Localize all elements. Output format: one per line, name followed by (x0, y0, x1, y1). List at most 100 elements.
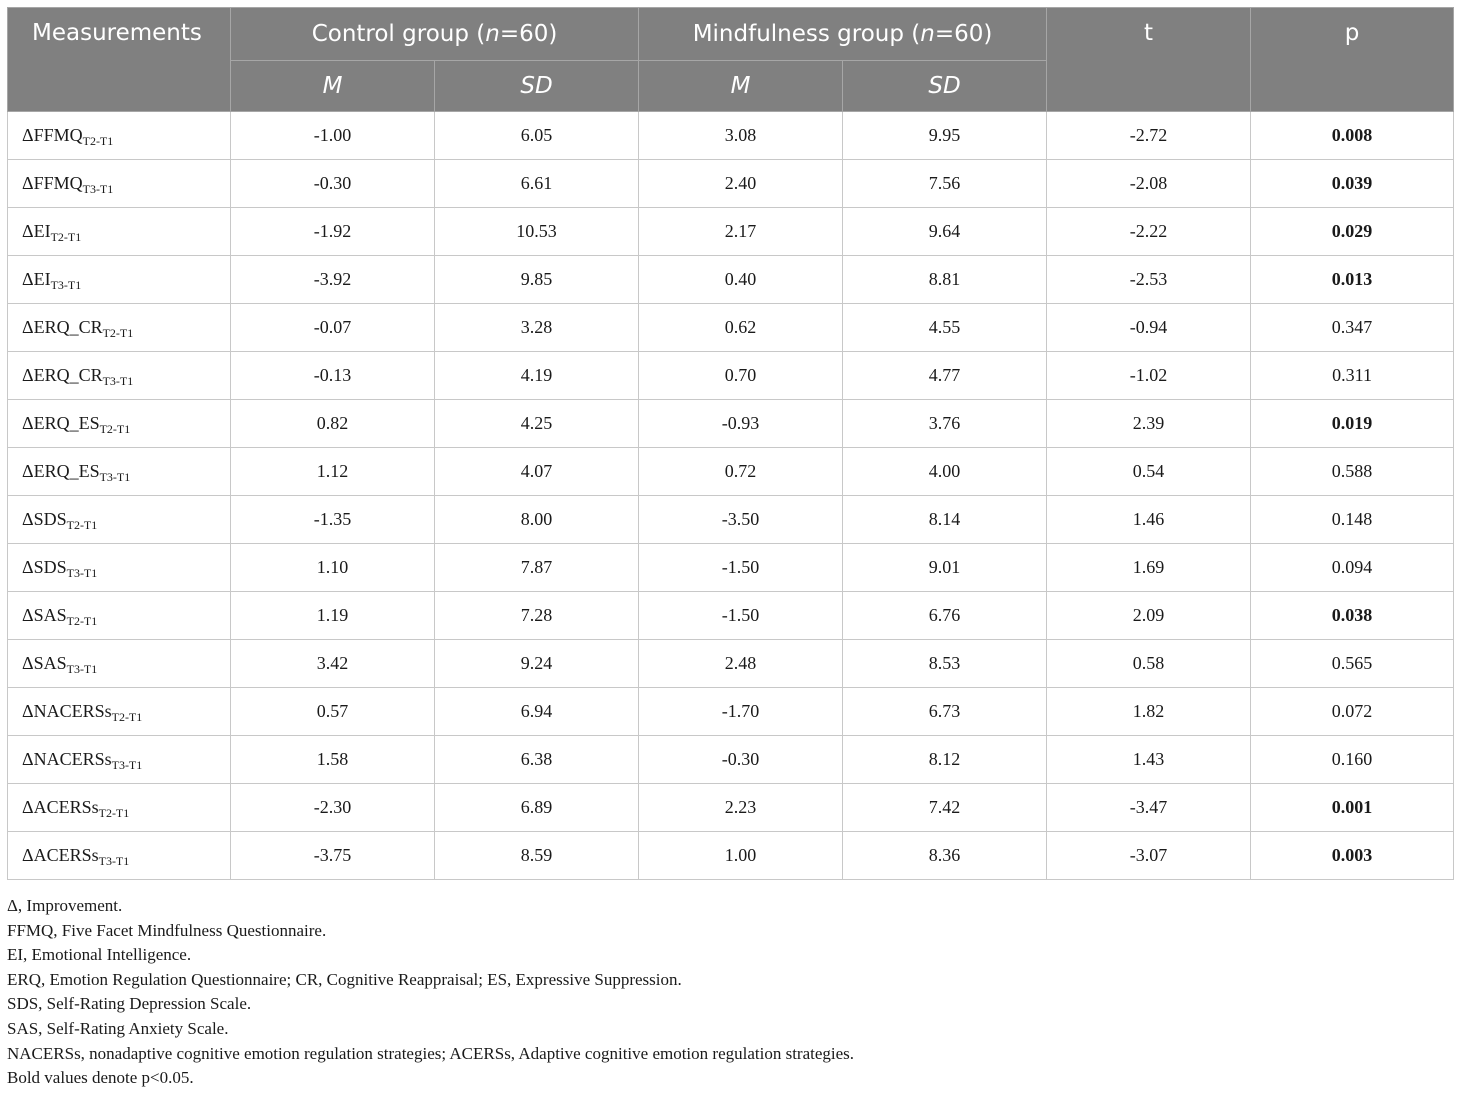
cell-measurement: ΔSAST2-T1 (7, 591, 231, 640)
footnote: NACERSs, nonadaptive cognitive emotion r… (7, 1043, 855, 1063)
cell-mindfulness-sd: 3.76 (842, 399, 1048, 448)
cell-t: 2.39 (1046, 399, 1252, 448)
cell-measurement: ΔERQ_CRT3-T1 (7, 351, 231, 400)
cell-mindfulness-sd: 8.12 (842, 735, 1048, 784)
cell-mindfulness-sd: 8.53 (842, 639, 1048, 688)
table-row: ΔSDST2-T1 -1.35 8.00 -3.50 8.14 1.46 0.148 (7, 495, 1455, 544)
cell-control-sd: 7.87 (433, 543, 640, 592)
cell-control-m: 1.10 (230, 543, 435, 592)
cell-mindfulness-sd: 7.42 (842, 783, 1048, 832)
cell-mindfulness-sd: 8.14 (842, 495, 1048, 544)
table-row: ΔSDST3-T1 1.10 7.87 -1.50 9.01 1.69 0.094 (7, 543, 1455, 592)
cell-mindfulness-sd: 8.81 (842, 255, 1048, 304)
cell-p: 0.160 (1250, 735, 1455, 784)
header-control-m: M (230, 60, 435, 112)
cell-control-m: -0.13 (230, 351, 435, 400)
cell-control-m: 0.82 (230, 399, 435, 448)
cell-control-sd: 7.28 (433, 591, 640, 640)
cell-p: 0.094 (1250, 543, 1455, 592)
cell-control-m: 1.58 (230, 735, 435, 784)
cell-mindfulness-m: -1.50 (638, 543, 844, 592)
cell-p: 0.001 (1250, 783, 1455, 832)
cell-control-sd: 6.61 (433, 159, 640, 208)
cell-t: -2.72 (1046, 111, 1252, 160)
cell-control-sd: 4.25 (433, 399, 640, 448)
cell-t: -2.08 (1046, 159, 1252, 208)
cell-measurement: ΔEIT2-T1 (7, 207, 231, 256)
cell-t: -2.53 (1046, 255, 1252, 304)
cell-control-m: 0.57 (230, 687, 435, 736)
cell-control-m: -1.00 (230, 111, 435, 160)
table-header: Measurements Control group (n=60) Mindfu… (7, 7, 1455, 112)
cell-control-m: 1.19 (230, 591, 435, 640)
cell-control-m: -1.35 (230, 495, 435, 544)
cell-control-sd: 6.89 (433, 783, 640, 832)
cell-mindfulness-m: 2.17 (638, 207, 844, 256)
table-row: ΔNACERSsT3-T1 1.58 6.38 -0.30 8.12 1.43 0.160 (7, 735, 1455, 784)
cell-t: -1.02 (1046, 351, 1252, 400)
cell-mindfulness-sd: 7.56 (842, 159, 1048, 208)
header-p: p (1250, 7, 1455, 112)
cell-measurement: ΔERQ_EST2-T1 (7, 399, 231, 448)
cell-p: 0.039 (1250, 159, 1455, 208)
cell-t: 2.09 (1046, 591, 1252, 640)
footnote: EI, Emotional Intelligence. (7, 945, 192, 965)
cell-mindfulness-m: 3.08 (638, 111, 844, 160)
cell-control-m: -0.30 (230, 159, 435, 208)
cell-mindfulness-m: -3.50 (638, 495, 844, 544)
cell-p: 0.038 (1250, 591, 1455, 640)
cell-control-m: 1.12 (230, 447, 435, 496)
table-body: ΔFFMQT2-T1 -1.00 6.05 3.08 9.95 -2.72 0.008 ΔFF… (7, 111, 1455, 880)
cell-mindfulness-m: -0.93 (638, 399, 844, 448)
cell-measurement: ΔSAST3-T1 (7, 639, 231, 688)
table-row: ΔACERSsT3-T1 -3.75 8.59 1.00 8.36 -3.07 0.003 (7, 831, 1455, 880)
cell-t: -2.22 (1046, 207, 1252, 256)
cell-measurement: ΔSDST2-T1 (7, 495, 231, 544)
footnote: FFMQ, Five Facet Mindfulness Questionnai… (7, 920, 327, 940)
cell-t: 1.46 (1046, 495, 1252, 544)
cell-mindfulness-m: 0.70 (638, 351, 844, 400)
table-row: ΔEIT2-T1 -1.92 10.53 2.17 9.64 -2.22 0.029 (7, 207, 1455, 256)
header-control-group: Control group (n=60) (229, 7, 640, 61)
cell-mindfulness-sd: 9.64 (842, 207, 1048, 256)
cell-t: 0.58 (1046, 639, 1252, 688)
cell-mindfulness-sd: 4.55 (842, 303, 1048, 352)
cell-measurement: ΔFFMQT2-T1 (7, 111, 231, 160)
cell-t: -0.94 (1046, 303, 1252, 352)
table-footnotes: Δ, Improvement. FFMQ, Five Facet Mindfuln… (7, 894, 1447, 1091)
table-row: ΔERQ_CRT2-T1 -0.07 3.28 0.62 4.55 -0.94 0.347 (7, 303, 1455, 352)
cell-mindfulness-m: 0.72 (638, 447, 844, 496)
footnote: SDS, Self-Rating Depression Scale. (7, 994, 252, 1014)
cell-control-sd: 3.28 (433, 303, 640, 352)
cell-mindfulness-m: 2.48 (638, 639, 844, 688)
cell-p: 0.072 (1250, 687, 1455, 736)
cell-control-m: -0.07 (230, 303, 435, 352)
footnote: Bold values denote p<0.05. (7, 1068, 194, 1088)
cell-control-sd: 6.05 (433, 111, 640, 160)
cell-mindfulness-m: 2.23 (638, 783, 844, 832)
header-mindfulness-sd: SD (842, 60, 1048, 112)
cell-mindfulness-m: 1.00 (638, 831, 844, 880)
cell-t: 1.43 (1046, 735, 1252, 784)
header-control-sd: SD (433, 60, 640, 112)
cell-mindfulness-sd: 6.73 (842, 687, 1048, 736)
footnote: ERQ, Emotion Regulation Questionnaire; C… (7, 969, 682, 989)
table-row: ΔERQ_EST2-T1 0.82 4.25 -0.93 3.76 2.39 0.019 (7, 399, 1455, 448)
cell-mindfulness-sd: 4.77 (842, 351, 1048, 400)
cell-p: 0.565 (1250, 639, 1455, 688)
cell-measurement: ΔEIT3-T1 (7, 255, 231, 304)
cell-p: 0.029 (1250, 207, 1455, 256)
cell-control-sd: 8.59 (433, 831, 640, 880)
footnote: Δ, Improvement. (7, 896, 123, 915)
header-mindfulness-m: M (638, 60, 844, 112)
cell-p: 0.003 (1250, 831, 1455, 880)
cell-control-m: -3.75 (230, 831, 435, 880)
table-row: ΔEIT3-T1 -3.92 9.85 0.40 8.81 -2.53 0.013 (7, 255, 1455, 304)
cell-control-sd: 4.07 (433, 447, 640, 496)
cell-control-sd: 8.00 (433, 495, 640, 544)
table-row: ΔERQ_EST3-T1 1.12 4.07 0.72 4.00 0.54 0.588 (7, 447, 1455, 496)
table-row: ΔNACERSsT2-T1 0.57 6.94 -1.70 6.73 1.82 0.072 (7, 687, 1455, 736)
cell-t: 1.82 (1046, 687, 1252, 736)
table-row: ΔSAST3-T1 3.42 9.24 2.48 8.53 0.58 0.565 (7, 639, 1455, 688)
